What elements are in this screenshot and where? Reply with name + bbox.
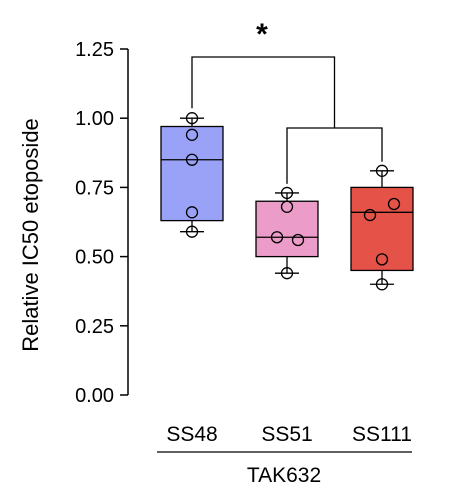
bracket-significance xyxy=(191,56,336,128)
y-tick-label: 0.75 xyxy=(75,177,114,199)
y-tick-label: 0.00 xyxy=(75,385,114,407)
annotations xyxy=(157,56,412,453)
y-axis-title: Relative IC50 etoposide xyxy=(18,118,43,352)
category-label: SS51 xyxy=(261,423,312,446)
box-iqr xyxy=(160,125,224,222)
category-label: SS48 xyxy=(166,423,217,446)
data-point xyxy=(270,231,284,244)
data-point xyxy=(185,153,199,166)
y-tick-label: 0.50 xyxy=(75,247,114,269)
boxes: SS48 SS51 SS111 xyxy=(160,112,414,446)
box-ss111: SS111 xyxy=(350,164,414,446)
data-point xyxy=(375,164,389,177)
category-label: SS111 xyxy=(352,423,412,446)
data-point xyxy=(185,206,199,219)
data-point xyxy=(185,225,199,238)
data-point xyxy=(185,128,199,141)
box-iqr xyxy=(255,200,319,258)
significance-marker: * xyxy=(256,18,268,51)
data-point xyxy=(291,233,305,247)
y-axis: 0.00 0.25 0.50 0.75 1.00 1.25 xyxy=(75,39,129,407)
box-iqr xyxy=(350,186,414,272)
data-point xyxy=(280,186,294,200)
data-point xyxy=(185,112,199,125)
data-point xyxy=(375,278,389,291)
group-label: TAK632 xyxy=(247,464,321,487)
data-point xyxy=(363,208,377,222)
box-ss51: SS51 xyxy=(255,186,319,446)
y-tick-label: 1.00 xyxy=(75,108,114,130)
y-tick-label: 1.25 xyxy=(75,39,114,61)
data-point xyxy=(280,267,294,280)
data-point xyxy=(387,197,401,211)
y-tick-label: 0.25 xyxy=(75,316,114,338)
data-point xyxy=(375,253,389,266)
box-ss48: SS48 xyxy=(160,112,224,446)
data-point xyxy=(280,200,294,213)
bracket-ss51-ss111 xyxy=(286,127,383,184)
